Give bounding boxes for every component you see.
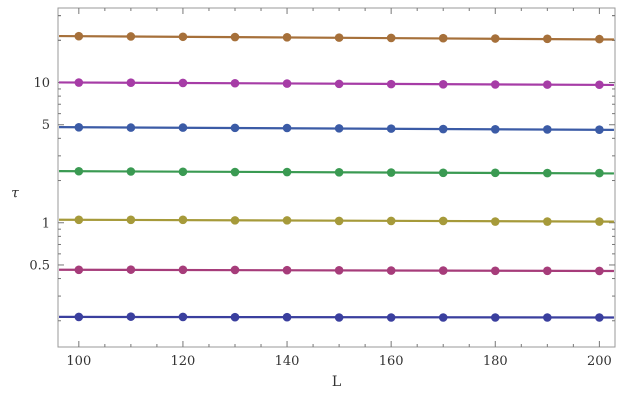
- y-axis-ticks: 0.5 1 5 10: [29, 15, 615, 322]
- data-point: [438, 313, 448, 322]
- data-point: [595, 80, 604, 90]
- data-point: [543, 125, 552, 134]
- x-tick-label: 140: [275, 354, 300, 369]
- data-point: [595, 168, 604, 178]
- axes: [57, 7, 616, 348]
- y-tick-label: 0.5: [29, 258, 50, 273]
- data-point: [74, 78, 84, 87]
- data-point: [386, 313, 396, 322]
- data-point: [334, 79, 344, 89]
- data-point: [438, 266, 448, 275]
- data-point: [438, 168, 448, 178]
- data-point: [178, 32, 188, 42]
- data-point: [334, 266, 344, 275]
- data-point: [126, 32, 136, 41]
- data-point: [386, 266, 396, 275]
- data-point: [178, 265, 188, 275]
- data-point: [334, 33, 344, 42]
- data-point: [438, 80, 448, 89]
- fit-lines: [59, 34, 614, 319]
- data-point: [490, 80, 500, 89]
- data-point: [595, 313, 604, 322]
- y-tick-label: 5: [42, 118, 50, 133]
- data-point: [178, 167, 188, 177]
- data-point: [334, 167, 344, 177]
- data-point: [230, 32, 240, 42]
- data-point: [334, 124, 344, 133]
- data-point: [126, 123, 136, 132]
- data-point: [490, 34, 500, 43]
- data-point: [178, 312, 188, 322]
- data-point: [126, 312, 136, 321]
- data-point: [126, 78, 136, 88]
- data-point: [230, 312, 240, 322]
- data-point: [543, 217, 552, 226]
- data-point: [74, 265, 84, 275]
- data-point: [543, 80, 552, 89]
- data-point: [386, 168, 396, 177]
- data-point: [178, 78, 188, 88]
- data-point: [74, 166, 84, 176]
- data-point: [230, 78, 240, 88]
- data-point: [282, 265, 292, 275]
- data-point: [282, 216, 292, 225]
- data-point: [490, 266, 500, 276]
- data-point: [74, 312, 84, 322]
- x-axis-ticks: 100 120 140 160 180 200: [66, 8, 612, 369]
- data-point: [490, 168, 500, 178]
- x-tick-label: 120: [171, 354, 196, 369]
- data-point: [595, 125, 604, 134]
- data-point: [543, 34, 552, 44]
- data-point: [74, 31, 84, 41]
- data-point: [282, 167, 292, 177]
- data-points: [74, 31, 604, 322]
- data-point: [438, 33, 448, 43]
- data-point: [178, 215, 188, 225]
- y-axis-title: τ: [11, 185, 19, 201]
- data-point: [282, 312, 292, 322]
- data-point: [334, 216, 344, 226]
- data-point: [490, 313, 500, 322]
- y-tick-label: 10: [33, 76, 50, 91]
- data-point: [438, 216, 448, 226]
- data-point: [595, 266, 604, 276]
- x-axis-title: L: [332, 374, 341, 390]
- data-point: [543, 313, 552, 322]
- data-point: [438, 124, 448, 134]
- data-point: [334, 313, 344, 322]
- data-point: [178, 123, 188, 132]
- data-point: [282, 123, 292, 133]
- data-point: [74, 215, 84, 225]
- data-point: [282, 79, 292, 88]
- plot-frame: [57, 7, 616, 348]
- data-point: [595, 217, 604, 226]
- data-point: [126, 265, 136, 274]
- data-point: [230, 123, 240, 133]
- data-point: [126, 215, 136, 225]
- data-point: [230, 216, 240, 225]
- x-tick-label: 160: [379, 354, 404, 369]
- data-point: [74, 123, 84, 132]
- data-point: [230, 167, 240, 177]
- data-point: [386, 33, 396, 43]
- data-point: [543, 266, 552, 276]
- data-point: [490, 124, 500, 134]
- data-point: [386, 79, 396, 89]
- y-tick-label: 1: [42, 216, 50, 231]
- data-point: [126, 167, 136, 176]
- x-tick-label: 180: [483, 354, 508, 369]
- data-point: [490, 217, 500, 226]
- data-point: [386, 216, 396, 226]
- data-point: [543, 168, 552, 178]
- data-point: [386, 124, 396, 133]
- data-point: [282, 33, 292, 42]
- x-tick-label: 100: [66, 354, 91, 369]
- x-tick-label: 200: [587, 354, 612, 369]
- data-point: [595, 34, 604, 44]
- data-point: [230, 265, 240, 275]
